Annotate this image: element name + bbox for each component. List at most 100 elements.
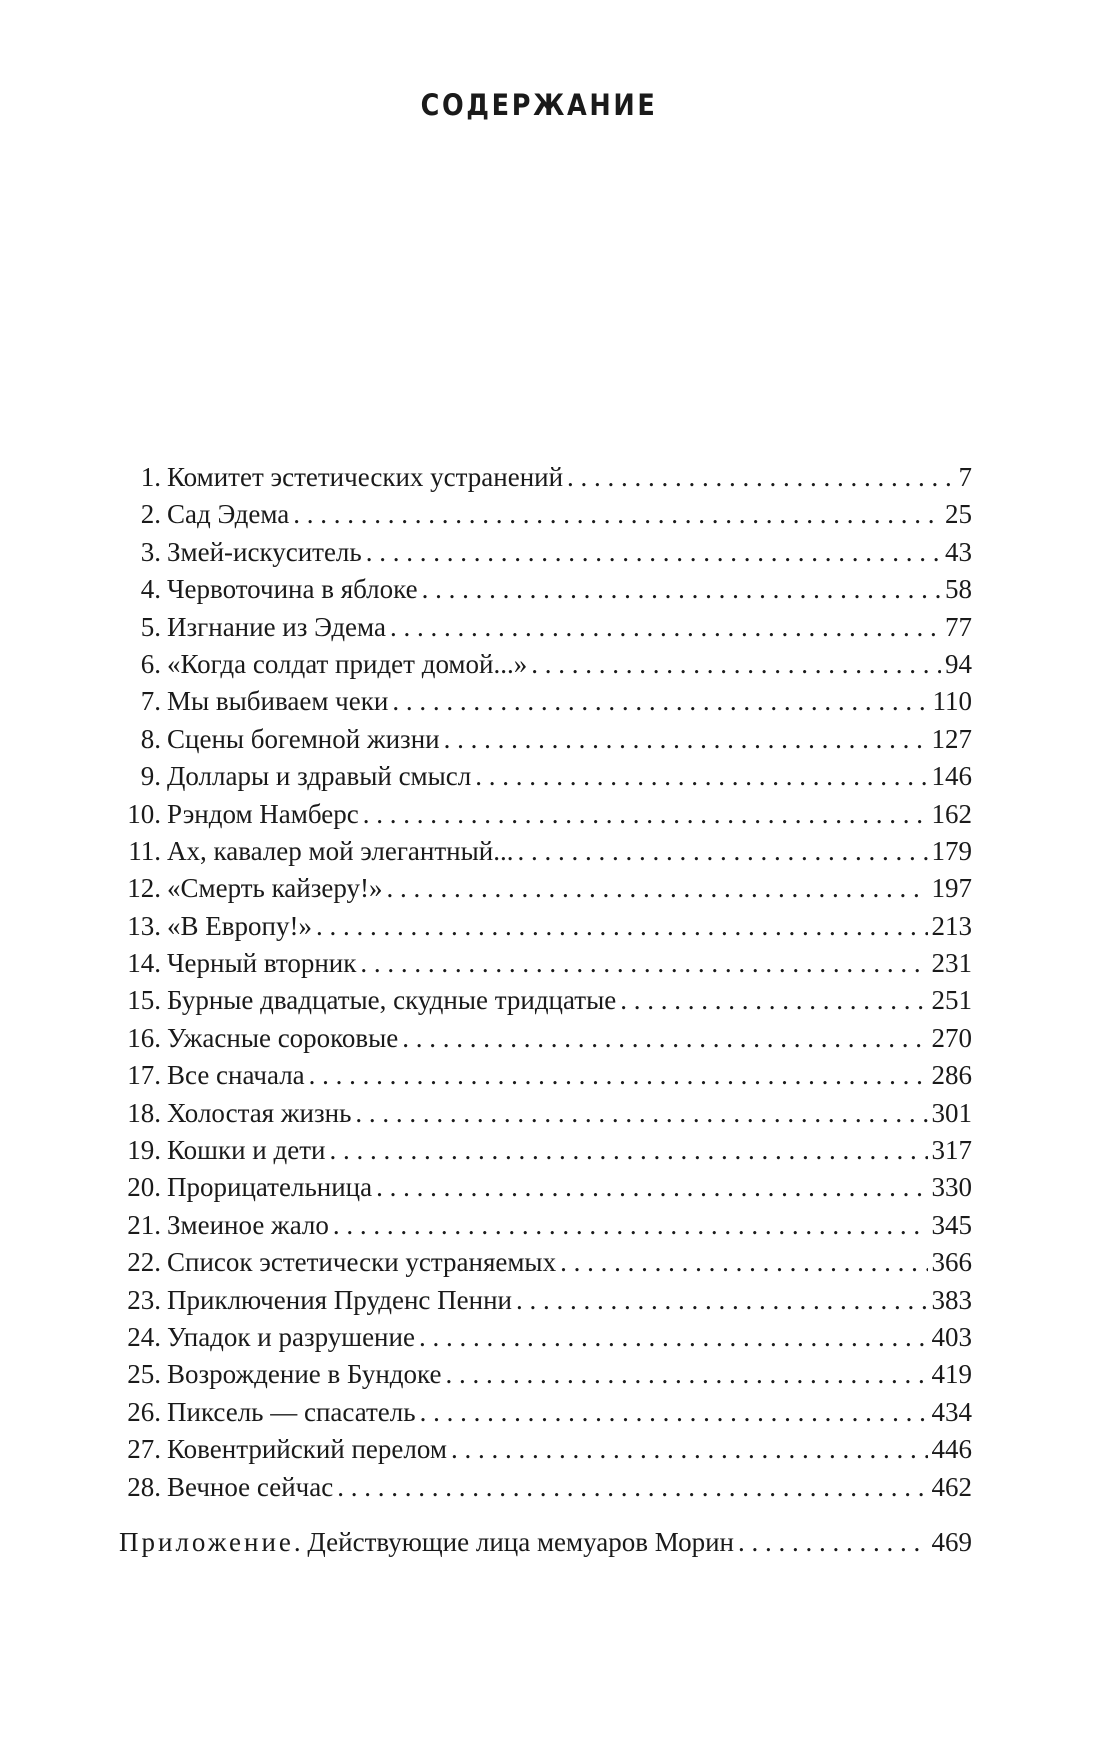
page-number: 213 (931, 910, 973, 941)
page-number: 127 (931, 723, 973, 754)
dot-leader (620, 985, 927, 1016)
page-number: 162 (931, 798, 973, 829)
chapter-title: Прорицательница (167, 1172, 373, 1203)
toc-entry[interactable]: 28.Вечное сейчас 462 (121, 1472, 972, 1509)
toc-entry[interactable]: 26.Пиксель — спасатель 434 (121, 1397, 972, 1434)
toc-entry[interactable]: 25.Возрождение в Бундоке 419 (121, 1359, 972, 1396)
toc-entry[interactable]: 1.Комитет эстетических устранений 7 (121, 462, 972, 499)
page-number: 317 (931, 1135, 973, 1166)
dot-leader (316, 911, 928, 942)
chapter-number: 8. (140, 723, 161, 754)
dot-leader (402, 1023, 927, 1054)
dot-leader (366, 537, 941, 568)
chapter-number: 26. (127, 1396, 161, 1427)
toc-entry[interactable]: 8.Сцены богемной жизни 127 (121, 724, 972, 761)
page-number: 286 (931, 1060, 973, 1091)
chapter-title: Мы выбиваем чеки (167, 686, 389, 717)
dot-leader (445, 1359, 927, 1390)
page-number: 7 (958, 462, 973, 492)
toc-entry[interactable]: 12.«Смерть кайзеру!» 197 (121, 873, 972, 910)
toc-entry-appendix[interactable]: Приложение. Действующие лица мемуаров Мо… (119, 1527, 972, 1564)
chapter-title: Сад Эдема (167, 499, 290, 530)
dot-leader (337, 1472, 927, 1503)
chapter-title: «Когда солдат придет домой...» (167, 648, 528, 679)
toc-entry[interactable]: 5.Изгнание из Эдема 77 (121, 612, 972, 649)
page-number: 469 (931, 1527, 973, 1557)
toc-entry[interactable]: 3.Змей-искуситель 43 (121, 537, 972, 574)
page-number: 77 (945, 611, 972, 642)
chapter-title: Змей-искуситель (167, 536, 362, 567)
toc-entry[interactable]: 18.Холостая жизнь 301 (121, 1098, 972, 1135)
page-number: 197 (931, 873, 973, 904)
appendix-label: . Действующие лица мемуаров Морин (293, 1527, 734, 1557)
chapter-number: 25. (127, 1359, 161, 1390)
toc-entry[interactable]: 20.Прорицательница 330 (121, 1172, 972, 1209)
toc-entry[interactable]: 4.Червоточина в яблоке 58 (121, 574, 972, 611)
page-number: 446 (931, 1434, 973, 1465)
toc-entry[interactable]: 21.Змеиное жало 345 (121, 1210, 972, 1247)
chapter-title: Приключения Пруденс Пенни (167, 1284, 512, 1315)
chapter-title: Черный вторник (167, 948, 357, 979)
page-number: 383 (931, 1284, 973, 1315)
dot-leader (517, 836, 927, 867)
toc-entry[interactable]: 6.«Когда солдат придет домой...» 94 (121, 649, 972, 686)
table-of-contents: 1.Комитет эстетических устранений 7 2.Сад … (121, 462, 972, 1509)
toc-entry[interactable]: 27.Ковентрийский перелом 446 (121, 1434, 972, 1471)
chapter-number: 19. (127, 1135, 161, 1166)
chapter-title: Возрождение в Бундоке (167, 1359, 442, 1390)
page-number: 345 (931, 1209, 973, 1240)
toc-entry[interactable]: 11.Ах, кавалер мой элегантный... 179 (121, 836, 972, 873)
chapter-number: 14. (127, 948, 161, 979)
dot-leader (420, 1397, 928, 1428)
toc-entry[interactable]: 15.Бурные двадцатые, скудные тридцатые 25… (121, 985, 972, 1022)
dot-leader (329, 1135, 927, 1166)
chapter-title: Сцены богемной жизни (167, 723, 440, 754)
dot-leader (390, 612, 941, 643)
dot-leader (309, 1060, 928, 1091)
toc-entry[interactable]: 19.Кошки и дети 317 (121, 1135, 972, 1172)
chapter-title: Ковентрийский перелом (167, 1434, 447, 1465)
toc-entry[interactable]: 13.«В Европу!» 213 (121, 911, 972, 948)
chapter-number: 7. (140, 686, 161, 717)
chapter-title: Список эстетически устраняемых (167, 1247, 557, 1278)
page-number: 270 (931, 1022, 973, 1053)
chapter-number: 6. (140, 648, 161, 679)
chapter-number: 10. (127, 798, 161, 829)
chapter-title: «В Европу!» (167, 910, 312, 941)
chapter-title: Кошки и дети (167, 1135, 326, 1166)
dot-leader (531, 649, 941, 680)
dot-leader (567, 462, 952, 493)
page-number: 462 (931, 1471, 973, 1502)
chapter-number: 27. (127, 1434, 161, 1465)
dot-leader (360, 948, 927, 979)
dot-leader (444, 724, 928, 755)
toc-entry[interactable]: 14.Черный вторник 231 (121, 948, 972, 985)
toc-entry[interactable]: 23.Приключения Пруденс Пенни 383 (121, 1285, 972, 1322)
chapter-number: 4. (140, 574, 161, 605)
toc-entry[interactable]: 7.Мы выбиваем чеки 110 (121, 686, 972, 723)
chapter-title: Пиксель — спасатель (167, 1396, 416, 1427)
chapter-title: Червоточина в яблоке (167, 574, 418, 605)
toc-entry[interactable]: 10.Рэндом Намберс 162 (121, 799, 972, 836)
chapter-number: 5. (140, 611, 161, 642)
toc-entry[interactable]: 9.Доллары и здравый смысл 146 (121, 761, 972, 798)
dot-leader (422, 574, 941, 605)
chapter-number: 28. (127, 1471, 161, 1502)
page-number: 251 (931, 985, 973, 1016)
toc-entry[interactable]: 17.Все сначала 286 (121, 1060, 972, 1097)
toc-entry[interactable]: 24.Упадок и разрушение 403 (121, 1322, 972, 1359)
chapter-number: 20. (127, 1172, 161, 1203)
chapter-number: 1. (140, 462, 161, 492)
toc-entry[interactable]: 22.Список эстетически устраняемых 366 (121, 1247, 972, 1284)
chapter-title: Изгнание из Эдема (167, 611, 386, 642)
page-number: 43 (945, 536, 972, 567)
toc-entry[interactable]: 2.Сад Эдема 25 (121, 499, 972, 536)
dot-leader (363, 799, 928, 830)
page-number: 179 (931, 835, 973, 866)
chapter-number: 12. (127, 873, 161, 904)
page-number: 434 (931, 1396, 973, 1427)
chapter-title: Рэндом Намберс (167, 798, 359, 829)
chapter-number: 21. (127, 1209, 161, 1240)
chapter-number: 18. (127, 1097, 161, 1128)
toc-entry[interactable]: 16.Ужасные сороковые 270 (121, 1023, 972, 1060)
